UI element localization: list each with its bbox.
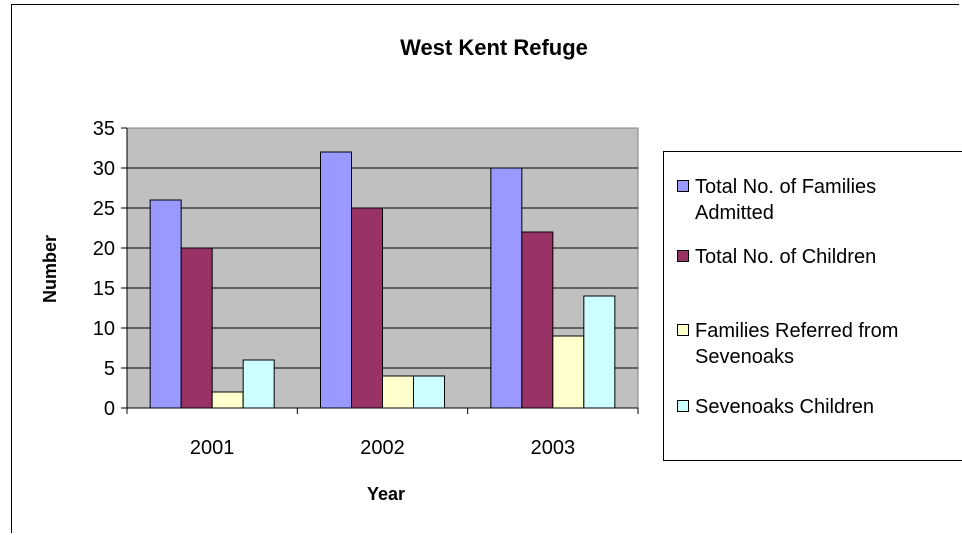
legend-swatch: [677, 250, 689, 262]
x-tick-label: 2002: [360, 437, 405, 459]
bar: [320, 151, 352, 409]
y-tick-label: 0: [104, 398, 115, 420]
legend-item-children: Total No. of Children: [677, 244, 962, 270]
x-tick-label: 2003: [531, 437, 576, 459]
bar: [351, 207, 383, 409]
y-tick-label: 10: [93, 318, 115, 340]
bar: [552, 335, 585, 409]
y-tick-label: 5: [104, 358, 115, 380]
legend-swatch: [677, 180, 689, 192]
legend: Total No. of Families Admitted Total No.…: [663, 151, 962, 461]
plot-area: 0 5 10 15 20 25 30 35 2001 2002 2003: [93, 118, 639, 459]
legend-swatch: [677, 400, 689, 412]
bar: [490, 167, 523, 409]
y-tick-label: 30: [93, 158, 115, 180]
bar: [180, 247, 213, 409]
legend-label: Total No. of Children: [695, 246, 877, 268]
bar: [521, 231, 554, 409]
legend-item-families-admitted: Total No. of Families Admitted: [677, 174, 962, 226]
legend-label: Sevenoaks Children: [695, 396, 874, 418]
legend-label: Families Referred from Sevenoaks: [695, 320, 899, 368]
legend-label: Total No. of Families Admitted: [695, 176, 877, 224]
legend-swatch: [677, 324, 689, 336]
x-axis-label: Year: [367, 484, 405, 504]
chart-title: West Kent Refuge: [400, 35, 588, 60]
chart-area: [11, 4, 959, 533]
bar: [583, 295, 616, 409]
y-tick-label: 15: [93, 278, 115, 300]
legend-item-families-sevenoaks: Families Referred from Sevenoaks: [677, 318, 962, 370]
bar: [149, 199, 182, 409]
y-axis-label: Number: [40, 235, 60, 303]
bar: [413, 375, 445, 409]
x-tick-label: 2001: [190, 437, 235, 459]
y-tick-label: 20: [93, 238, 115, 260]
bar: [211, 391, 244, 409]
y-tick-label: 35: [93, 118, 115, 140]
legend-item-sevenoaks-children: Sevenoaks Children: [677, 394, 962, 420]
bar: [382, 375, 414, 409]
bar: [242, 359, 275, 409]
y-tick-label: 25: [93, 198, 115, 220]
